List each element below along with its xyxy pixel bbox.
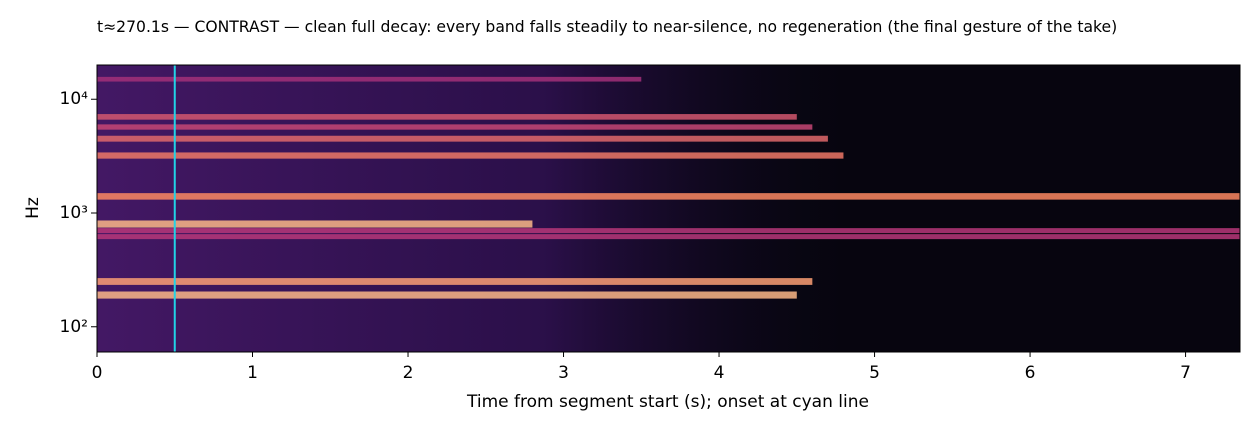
frequency-band [97,193,1240,200]
frequency-band [97,220,533,228]
energy-region [97,65,844,352]
x-axis-label: Time from segment start (s); onset at cy… [466,392,869,412]
y-axis-label: Hz [23,197,43,219]
frequency-band [97,228,1240,234]
frequency-band [97,114,797,120]
frequency-band [97,278,813,285]
y-tick-label: 10² [60,317,88,337]
frequency-band [97,234,1240,240]
chart-title: t≈270.1s — CONTRAST — clean full decay: … [97,18,1118,36]
frequency-band [97,152,844,159]
x-tick-label: 2 [403,363,414,383]
frequency-band [97,291,797,299]
x-tick-label: 4 [714,363,725,383]
y-tick-label: 10⁴ [60,89,89,109]
x-tick-label: 5 [869,363,880,383]
x-tick-label: 1 [247,363,258,383]
x-tick-label: 6 [1025,363,1036,383]
frequency-band [97,124,813,130]
frequency-band [97,135,828,142]
plot-frame [96,64,1241,353]
x-tick-label: 3 [558,363,569,383]
y-tick-label: 10³ [60,203,88,223]
frequency-band [97,76,642,82]
x-tick-label: 0 [92,363,103,383]
x-tick-label: 7 [1180,363,1191,383]
